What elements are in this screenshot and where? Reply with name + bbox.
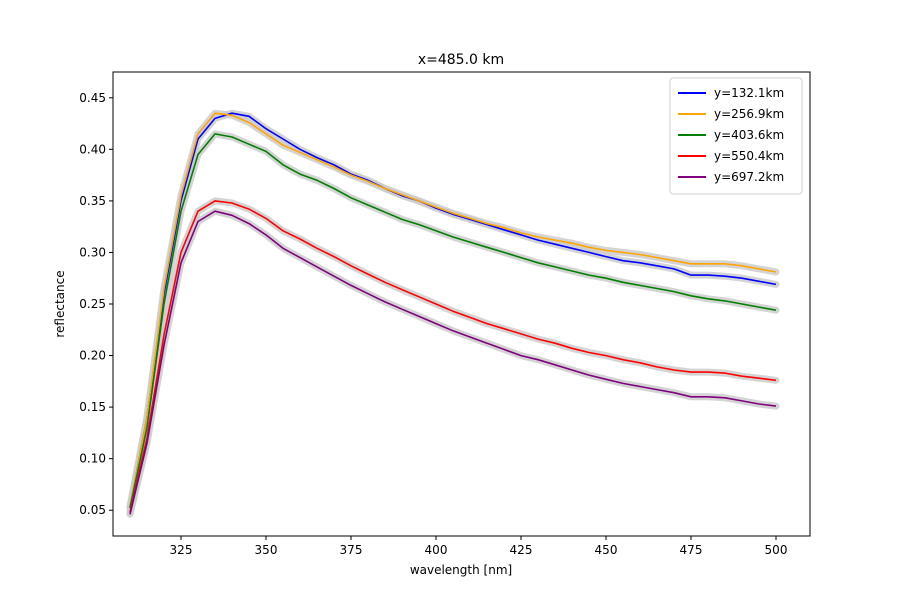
x-tick-label: 375 — [340, 543, 363, 557]
x-tick-label: 400 — [425, 543, 448, 557]
y-tick-label: 0.05 — [79, 503, 106, 517]
y-tick-label: 0.10 — [79, 452, 106, 466]
series-line — [129, 200, 777, 513]
x-axis-label: wavelength [nm] — [410, 563, 512, 577]
x-axis: 325 350 375 400 425 450 475 500 — [170, 536, 788, 557]
x-tick-label: 350 — [255, 543, 278, 557]
legend-label: y=256.9km — [714, 107, 784, 121]
y-tick-label: 0.20 — [79, 349, 106, 363]
legend-label: y=697.2km — [714, 170, 784, 184]
x-tick-label: 450 — [595, 543, 618, 557]
series-line — [129, 112, 777, 508]
x-tick-label: 475 — [680, 543, 703, 557]
legend: y=132.1km y=256.9km y=403.6km y=550.4km y=69… — [669, 77, 803, 195]
x-tick-label: 325 — [170, 543, 193, 557]
legend-label: y=403.6km — [714, 128, 784, 142]
series-line — [129, 112, 777, 508]
x-tick-label: 425 — [510, 543, 533, 557]
x-tick-label: 500 — [765, 543, 788, 557]
y-tick-label: 0.15 — [79, 400, 106, 414]
series-line — [129, 133, 777, 509]
y-tick-label: 0.25 — [79, 297, 106, 311]
legend-label: y=132.1km — [714, 86, 784, 100]
chart-title: x=485.0 km — [418, 52, 504, 68]
plot-area — [126, 109, 780, 518]
y-tick-label: 0.30 — [79, 245, 106, 259]
y-tick-label: 0.45 — [79, 91, 106, 105]
y-axis-label: reflectance — [53, 270, 67, 337]
series-line — [129, 210, 777, 515]
legend-box — [669, 77, 803, 195]
y-tick-label: 0.35 — [79, 194, 106, 208]
legend-label: y=550.4km — [714, 149, 784, 163]
series-uncertainty-band — [126, 197, 780, 516]
y-tick-label: 0.40 — [79, 142, 106, 156]
series-uncertainty-band — [126, 207, 780, 518]
y-axis: 0.05 0.10 0.15 0.20 0.25 0.30 0.35 0.40 0.45 — [79, 91, 113, 517]
